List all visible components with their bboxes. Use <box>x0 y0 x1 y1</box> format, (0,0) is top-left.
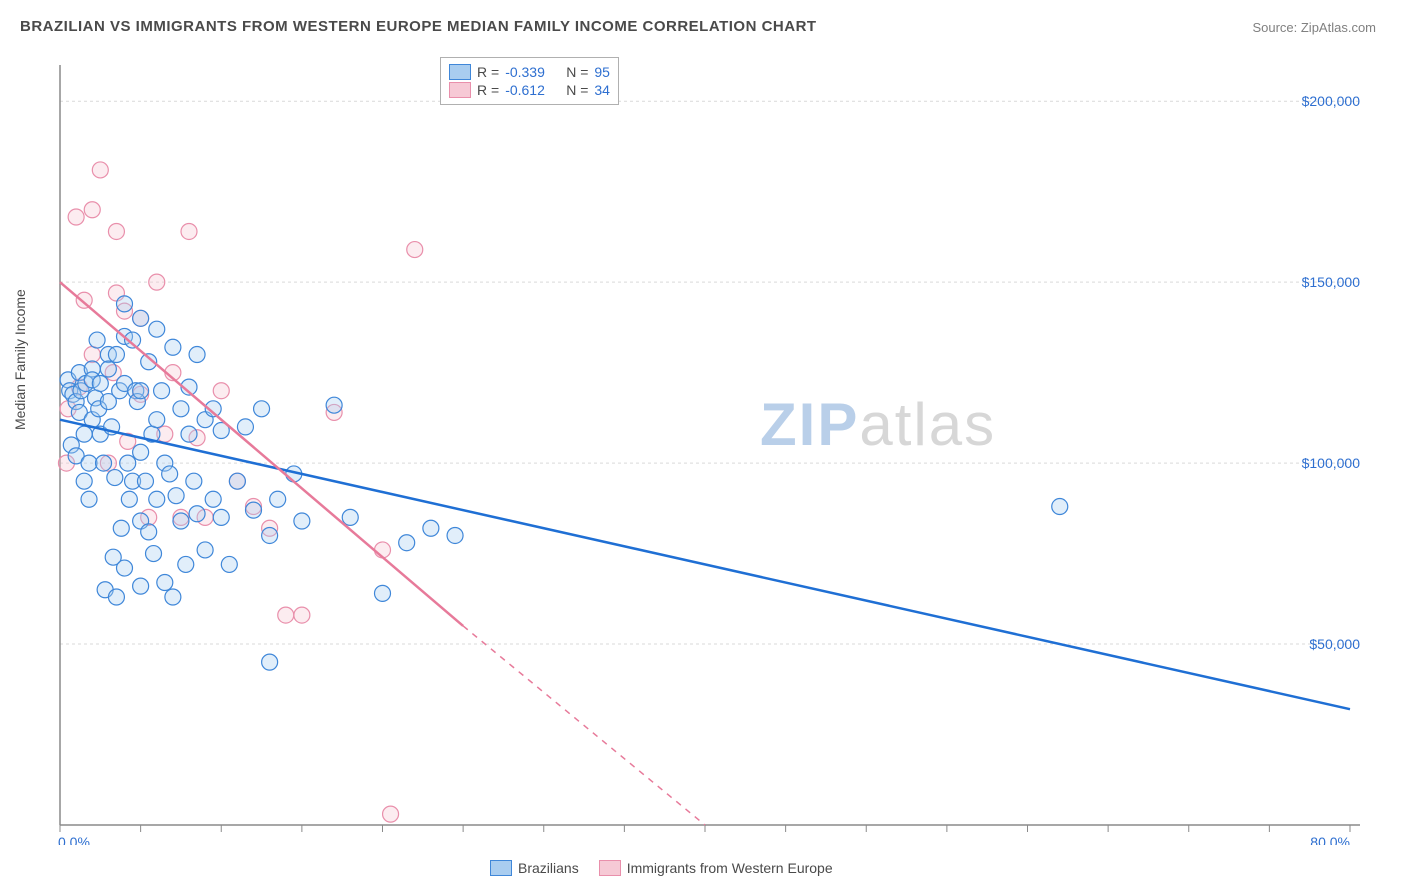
y-tick-label: $50,000 <box>1309 636 1360 652</box>
point-blue <box>96 455 112 471</box>
point-blue <box>113 520 129 536</box>
point-blue <box>76 426 92 442</box>
point-blue <box>423 520 439 536</box>
point-blue <box>254 401 270 417</box>
chart-title: BRAZILIAN VS IMMIGRANTS FROM WESTERN EUR… <box>20 18 817 35</box>
point-blue <box>133 578 149 594</box>
y-axis-label: Median Family Income <box>12 289 28 430</box>
y-tick-label: $100,000 <box>1302 455 1361 471</box>
point-blue <box>100 361 116 377</box>
point-blue <box>146 546 162 562</box>
point-blue <box>149 412 165 428</box>
point-blue <box>186 473 202 489</box>
point-pink <box>407 242 423 258</box>
point-blue <box>133 383 149 399</box>
point-blue <box>108 589 124 605</box>
legend-top-row: R =-0.339N =95 <box>449 64 610 80</box>
point-blue <box>107 470 123 486</box>
legend-label: Immigrants from Western Europe <box>627 860 833 876</box>
point-blue <box>133 310 149 326</box>
point-blue <box>108 347 124 363</box>
point-blue <box>81 491 97 507</box>
point-blue <box>246 502 262 518</box>
point-pink <box>213 383 229 399</box>
point-pink <box>108 223 124 239</box>
point-blue <box>154 383 170 399</box>
point-blue <box>189 347 205 363</box>
point-pink <box>294 607 310 623</box>
point-blue <box>1052 499 1068 515</box>
point-pink <box>84 202 100 218</box>
x-min-label: 0.0% <box>58 834 90 845</box>
point-blue <box>141 524 157 540</box>
point-blue <box>189 506 205 522</box>
point-blue <box>117 296 133 312</box>
point-blue <box>137 473 153 489</box>
point-blue <box>399 535 415 551</box>
point-blue <box>173 513 189 529</box>
point-blue <box>375 585 391 601</box>
point-pink <box>92 162 108 178</box>
point-pink <box>278 607 294 623</box>
point-blue <box>162 466 178 482</box>
legend-bottom-item: Brazilians <box>490 860 579 876</box>
point-blue <box>262 654 278 670</box>
point-blue <box>120 455 136 471</box>
point-blue <box>149 491 165 507</box>
scatter-svg: $50,000 $100,000 $150,000 $200,000 0.0% 80.0% <box>50 55 1370 845</box>
point-pink <box>76 292 92 308</box>
point-blue <box>181 426 197 442</box>
point-blue <box>270 491 286 507</box>
correlation-legend: R =-0.339N =95 R =-0.612N =34 <box>440 57 619 105</box>
point-blue <box>205 491 221 507</box>
point-blue <box>221 556 237 572</box>
point-blue <box>165 339 181 355</box>
legend-swatch <box>449 64 471 80</box>
point-pink <box>383 806 399 822</box>
legend-bottom-item: Immigrants from Western Europe <box>599 860 833 876</box>
point-blue <box>173 401 189 417</box>
y-tick-label: $150,000 <box>1302 274 1361 290</box>
point-blue <box>447 527 463 543</box>
point-blue <box>76 473 92 489</box>
y-tick-label: $200,000 <box>1302 93 1361 109</box>
point-blue <box>294 513 310 529</box>
point-blue <box>213 509 229 525</box>
point-blue <box>326 397 342 413</box>
legend-top-row: R =-0.612N =34 <box>449 82 610 98</box>
point-blue <box>229 473 245 489</box>
point-blue <box>178 556 194 572</box>
point-pink <box>84 347 100 363</box>
point-blue <box>342 509 358 525</box>
point-blue <box>89 332 105 348</box>
point-blue <box>81 455 97 471</box>
source-label: Source: ZipAtlas.com <box>1252 20 1376 35</box>
point-blue <box>117 560 133 576</box>
legend-swatch <box>449 82 471 98</box>
chart-plot-area: $50,000 $100,000 $150,000 $200,000 0.0% 80.0% <box>50 55 1370 845</box>
point-blue <box>92 375 108 391</box>
point-blue <box>157 575 173 591</box>
legend-swatch <box>599 860 621 876</box>
point-blue <box>262 527 278 543</box>
point-pink <box>68 209 84 225</box>
series-legend: Brazilians Immigrants from Western Europe <box>490 860 833 876</box>
point-blue <box>197 542 213 558</box>
point-blue <box>149 321 165 337</box>
trendline-pink-extrap <box>463 626 705 825</box>
point-blue <box>121 491 137 507</box>
point-blue <box>165 589 181 605</box>
point-pink <box>149 274 165 290</box>
point-pink <box>181 223 197 239</box>
x-max-label: 80.0% <box>1310 834 1350 845</box>
point-blue <box>168 488 184 504</box>
point-blue <box>133 444 149 460</box>
legend-swatch <box>490 860 512 876</box>
point-blue <box>237 419 253 435</box>
legend-label: Brazilians <box>518 860 579 876</box>
